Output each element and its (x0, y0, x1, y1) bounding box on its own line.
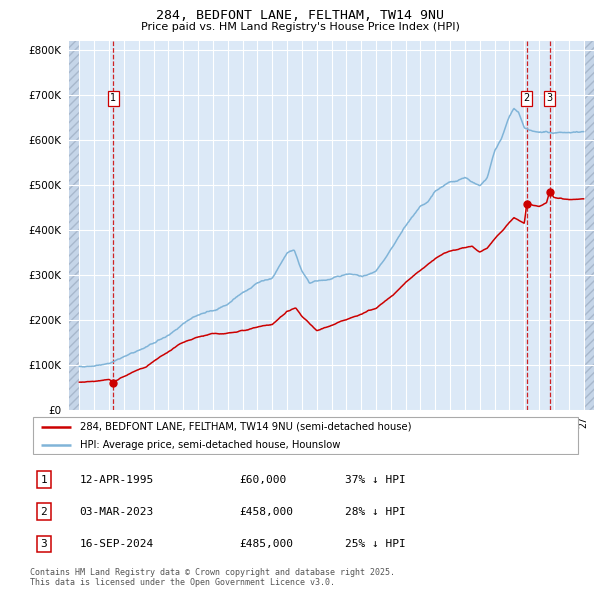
Text: 1: 1 (40, 475, 47, 484)
Text: £60,000: £60,000 (240, 475, 287, 484)
Text: 1: 1 (110, 93, 116, 103)
Text: 3: 3 (547, 93, 553, 103)
Text: 03-MAR-2023: 03-MAR-2023 (80, 507, 154, 517)
Text: 2: 2 (524, 93, 530, 103)
Text: £458,000: £458,000 (240, 507, 294, 517)
Text: £485,000: £485,000 (240, 539, 294, 549)
Text: 37% ↓ HPI: 37% ↓ HPI (344, 475, 406, 484)
Text: 2: 2 (40, 507, 47, 517)
Text: 284, BEDFONT LANE, FELTHAM, TW14 9NU (semi-detached house): 284, BEDFONT LANE, FELTHAM, TW14 9NU (se… (80, 422, 411, 432)
Text: 3: 3 (40, 539, 47, 549)
Bar (69, 41, 79, 410)
Text: HPI: Average price, semi-detached house, Hounslow: HPI: Average price, semi-detached house,… (80, 441, 340, 450)
Text: 284, BEDFONT LANE, FELTHAM, TW14 9NU: 284, BEDFONT LANE, FELTHAM, TW14 9NU (156, 9, 444, 22)
FancyBboxPatch shape (33, 417, 578, 454)
Text: 12-APR-1995: 12-APR-1995 (80, 475, 154, 484)
Text: 25% ↓ HPI: 25% ↓ HPI (344, 539, 406, 549)
Text: 28% ↓ HPI: 28% ↓ HPI (344, 507, 406, 517)
Text: Price paid vs. HM Land Registry's House Price Index (HPI): Price paid vs. HM Land Registry's House … (140, 22, 460, 32)
Text: 16-SEP-2024: 16-SEP-2024 (80, 539, 154, 549)
Bar (584, 41, 594, 410)
Text: Contains HM Land Registry data © Crown copyright and database right 2025.
This d: Contains HM Land Registry data © Crown c… (30, 568, 395, 587)
